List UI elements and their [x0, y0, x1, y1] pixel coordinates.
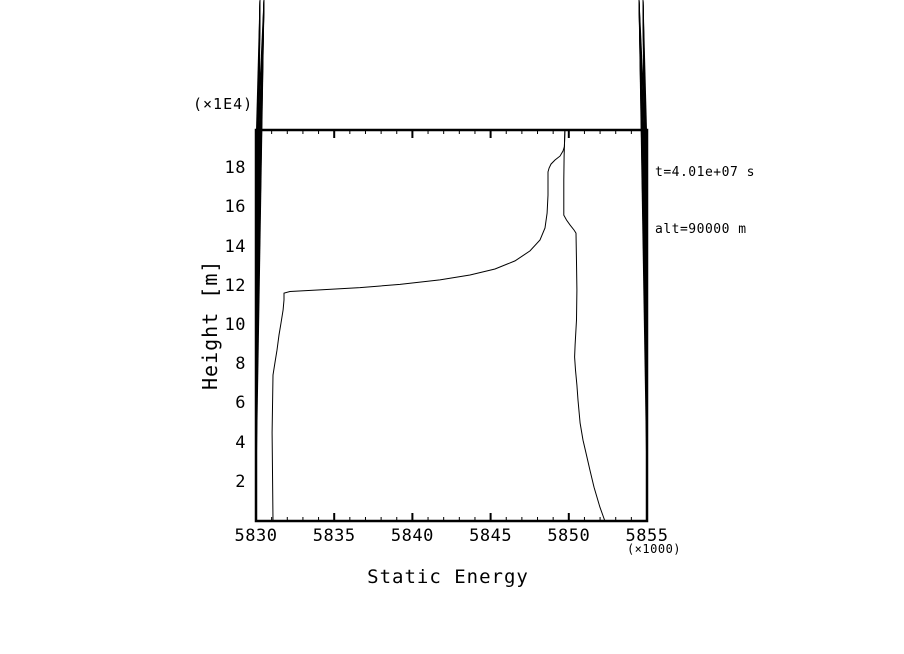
- x-tick-label: 5850: [547, 526, 591, 546]
- series-left-profile: [271, 129, 566, 522]
- minor-tick: [255, 0, 265, 169]
- annotation-time: t=4.01e+07 s: [655, 165, 755, 180]
- y-tick-label: 14: [224, 236, 246, 257]
- annotation-altitude: alt=90000 m: [655, 222, 747, 237]
- x-tick-label: 5830: [234, 526, 278, 546]
- y-axis-scale-note: (×1E4): [193, 95, 254, 113]
- minor-tick: [638, 0, 648, 169]
- minor-tick: [255, 0, 261, 149]
- annotation-block: t=4.01e+07 s alt=90000 m: [655, 125, 755, 277]
- x-axis-title: Static Energy: [367, 566, 529, 588]
- y-tick-label: 8: [235, 354, 246, 375]
- y-tick-label: 4: [235, 432, 246, 453]
- x-tick-label: 5840: [390, 526, 434, 546]
- y-tick-label: 2: [235, 471, 246, 492]
- x-axis-scale-note: (×1000): [626, 542, 682, 556]
- x-tick-label: 5835: [312, 526, 356, 546]
- y-tick-label: 6: [235, 393, 246, 414]
- x-tick-label: 5855: [625, 526, 669, 546]
- minor-tick: [642, 0, 648, 149]
- y-tick-label: 18: [224, 158, 246, 179]
- series-right-profile: [563, 129, 606, 522]
- x-tick-label: 5845: [469, 526, 513, 546]
- y-tick-label: 10: [224, 315, 246, 335]
- y-tick-label: 12: [224, 275, 246, 296]
- y-tick-label: 16: [224, 197, 246, 218]
